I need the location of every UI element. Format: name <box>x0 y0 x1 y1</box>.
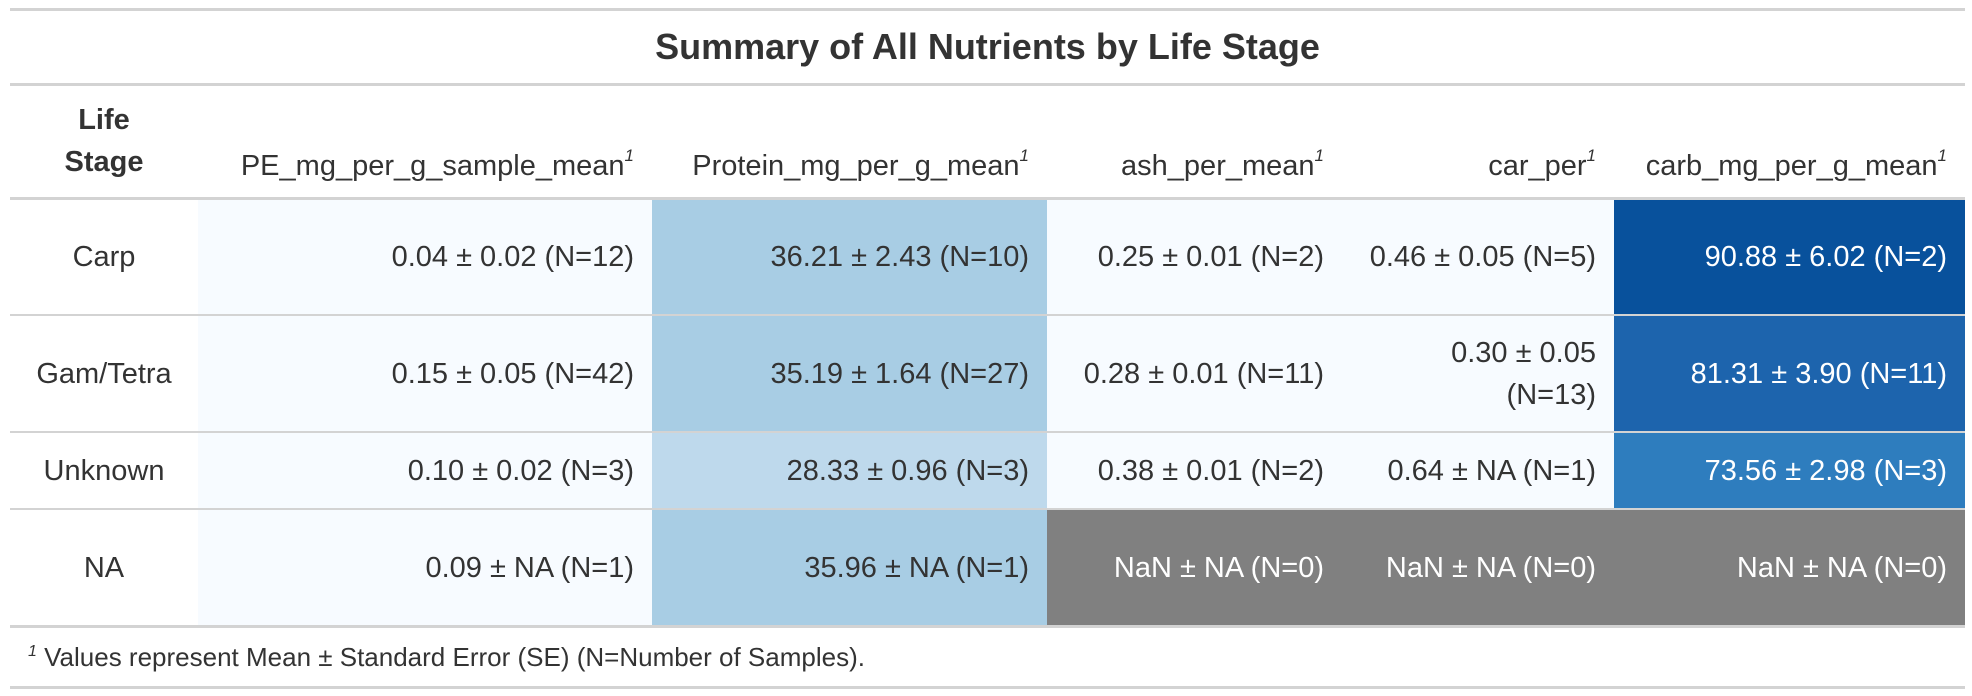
footnote-text: Values represent Mean ± Standard Error (… <box>36 642 865 672</box>
table-cell: 0.09 ± NA (N=1) <box>198 508 652 625</box>
table-footnote: 1 Values represent Mean ± Standard Error… <box>10 628 1965 686</box>
row-label: Gam/Tetra <box>10 314 198 432</box>
top-rule <box>10 8 1965 11</box>
table-cell: 35.96 ± NA (N=1) <box>652 508 1047 625</box>
column-header-label: PE_mg_per_g_sample_mean <box>240 149 625 182</box>
column-header-label: Protein_mg_per_g_mean <box>692 149 1020 182</box>
table-cell: 0.28 ± 0.01 (N=11) <box>1047 314 1342 432</box>
footnote-marker: 1 <box>1019 145 1029 165</box>
column-header-label: car_per <box>1488 149 1587 182</box>
table-cell: 0.10 ± 0.02 (N=3) <box>198 431 652 509</box>
table-cell: 0.15 ± 0.05 (N=42) <box>198 314 652 432</box>
footnote-marker: 1 <box>1314 145 1324 165</box>
table-cell: NaN ± NA (N=0) <box>1342 508 1614 625</box>
header-row: Life Stage PE_mg_per_g_sample_mean1 Prot… <box>10 86 1965 200</box>
table-cell: 0.46 ± 0.05 (N=5) <box>1342 198 1614 315</box>
table-cell: 0.38 ± 0.01 (N=2) <box>1047 431 1342 509</box>
table-cell: NaN ± NA (N=0) <box>1614 508 1965 625</box>
column-header-label: carb_mg_per_g_mean <box>1645 149 1938 182</box>
column-header-life-stage: Life Stage <box>10 86 198 200</box>
table-cell: 0.30 ± 0.05 (N=13) <box>1342 314 1614 432</box>
bottom-rule <box>10 625 1965 628</box>
row-label: Carp <box>10 198 198 315</box>
life-stage-header-line2: Stage <box>64 145 144 178</box>
footnote-marker: 1 <box>1937 145 1947 165</box>
column-header-car: car_per1 <box>1342 86 1614 200</box>
table-cell: 0.04 ± 0.02 (N=12) <box>198 198 652 315</box>
end-rule <box>10 686 1965 689</box>
life-stage-header-line1: Life <box>78 103 130 136</box>
column-header-carb: carb_mg_per_g_mean1 <box>1614 86 1965 200</box>
table-cell: 35.19 ± 1.64 (N=27) <box>652 314 1047 432</box>
table-row: Carp 0.04 ± 0.02 (N=12) 36.21 ± 2.43 (N=… <box>10 198 1965 315</box>
table-cell: 90.88 ± 6.02 (N=2) <box>1614 198 1965 315</box>
column-header-label: ash_per_mean <box>1121 149 1315 182</box>
row-label: Unknown <box>10 431 198 509</box>
table-cell: 0.25 ± 0.01 (N=2) <box>1047 198 1342 315</box>
column-header-protein: Protein_mg_per_g_mean1 <box>652 86 1047 200</box>
table-cell: 81.31 ± 3.90 (N=11) <box>1614 314 1965 432</box>
table-cell: 28.33 ± 0.96 (N=3) <box>652 431 1047 509</box>
table-row: Unknown 0.10 ± 0.02 (N=3) 28.33 ± 0.96 (… <box>10 431 1965 509</box>
summary-table-container: Summary of All Nutrients by Life Stage L… <box>10 8 1965 689</box>
table-cell: NaN ± NA (N=0) <box>1047 508 1342 625</box>
column-header-pe: PE_mg_per_g_sample_mean1 <box>198 86 652 200</box>
table-cell: 36.21 ± 2.43 (N=10) <box>652 198 1047 315</box>
table-title: Summary of All Nutrients by Life Stage <box>655 26 1320 67</box>
table-row: Gam/Tetra 0.15 ± 0.05 (N=42) 35.19 ± 1.6… <box>10 314 1965 432</box>
nutrient-summary-table: Life Stage PE_mg_per_g_sample_mean1 Prot… <box>10 86 1965 625</box>
table-row: NA 0.09 ± NA (N=1) 35.96 ± NA (N=1) NaN … <box>10 508 1965 625</box>
table-cell: 73.56 ± 2.98 (N=3) <box>1614 431 1965 509</box>
table-cell: 0.64 ± NA (N=1) <box>1342 431 1614 509</box>
footnote-marker: 1 <box>624 145 634 165</box>
footnote-marker: 1 <box>1586 145 1596 165</box>
column-header-ash: ash_per_mean1 <box>1047 86 1342 200</box>
row-label: NA <box>10 508 198 625</box>
title-rule <box>10 83 1965 86</box>
footnote-marker: 1 <box>28 643 37 660</box>
